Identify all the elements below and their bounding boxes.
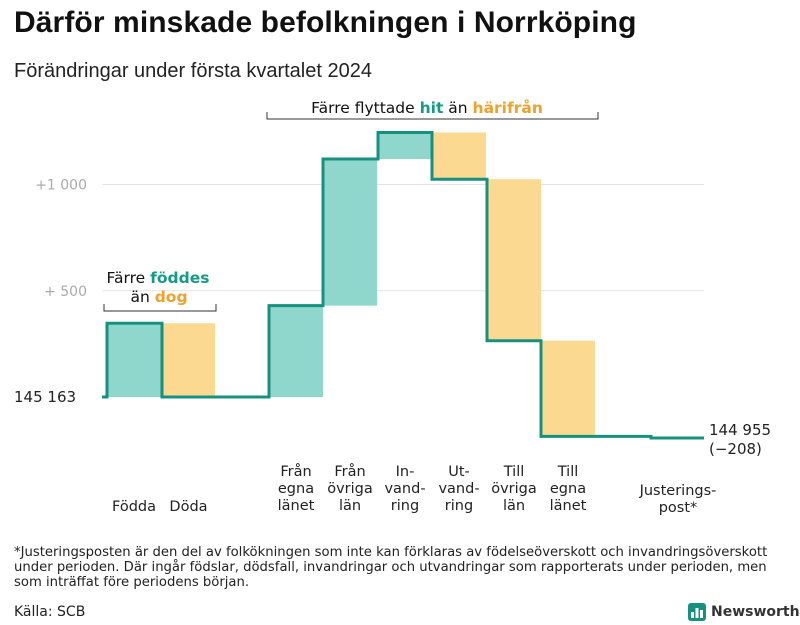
category-label-fran_egna: Från: [280, 463, 311, 480]
category-label-fodda: Födda: [112, 499, 156, 515]
category-label-till_egna: egna: [550, 481, 586, 497]
step-line: [102, 130, 704, 440]
footnote: *Justeringsposten är den del av folkökni…: [14, 545, 768, 590]
chart-title: Därför minskade befolkningen i Norrköpin…: [14, 6, 637, 39]
start-value-label: 145 163: [14, 388, 76, 406]
category-label-doda: Döda: [169, 499, 207, 515]
brand-logo[interactable]: Newsworthy: [688, 603, 800, 621]
step-line-path: [102, 130, 704, 440]
category-label-utvandring: ring: [445, 498, 473, 514]
bar-fodda: [107, 323, 161, 397]
bar-invandring: [378, 132, 432, 159]
category-label-invandring: vand-: [384, 481, 425, 497]
category-label-till_ovriga: Till: [503, 464, 525, 480]
bar-fran_ovriga: [323, 159, 377, 306]
bars: [107, 132, 595, 437]
annotation-migration-bracket: [266, 112, 599, 120]
category-label-utvandring: Ut-: [448, 464, 470, 480]
category-label-till_egna: Till: [557, 464, 579, 480]
category-label-fran_ovriga: övriga: [327, 481, 373, 497]
annotation-births-bracket: [103, 304, 217, 312]
category-label-invandring: ring: [391, 498, 419, 514]
bar-fran_egna: [269, 305, 323, 397]
bar-till_egna: [541, 340, 595, 437]
category-label-fran_egna: egna: [278, 481, 314, 497]
annotation-births-line1: Färre föddes: [107, 269, 210, 287]
category-label-invandring: In-: [396, 464, 415, 480]
bar-doda: [162, 323, 215, 397]
y-tick-label: +1 000: [35, 178, 87, 194]
category-label-utvandring: vand-: [438, 481, 479, 497]
category-label-till_ovriga: övriga: [491, 481, 537, 497]
labels: + 500 +1 000 145 163 144 955(−208) Födda Döda…: [14, 178, 771, 517]
category-label-justering: Justerings-: [639, 483, 717, 499]
category-label-fran_ovriga: län: [339, 498, 361, 514]
category-label-justering: post*: [659, 500, 698, 516]
category-label-till_egna: länet: [550, 498, 587, 514]
annotation-births-line2: än dog: [130, 288, 187, 306]
chart-subtitle: Förändringar under första kvartalet 2024: [14, 60, 372, 82]
bar-utvandring: [432, 132, 486, 180]
waterfall-chart: + 500 +1 000 145 163 144 955(−208) Födda Döda…: [14, 98, 771, 517]
category-label-fran_ovriga: Från: [334, 463, 365, 480]
end-value-label: 144 955: [709, 421, 771, 439]
y-tick-label: + 500: [44, 284, 87, 300]
brand-name: Newsworthy: [711, 604, 800, 620]
source-label: Källa: SCB: [14, 604, 86, 620]
category-label-fran_egna: länet: [278, 498, 315, 514]
category-label-till_ovriga: län: [503, 498, 525, 514]
end-change-label: (−208): [709, 440, 762, 458]
grid-lines: [102, 184, 704, 292]
bar-chart-logo-icon: [688, 603, 706, 621]
bar-till_ovriga: [487, 179, 541, 341]
annotation-migration-label: Färre flyttade hit än härifrån: [311, 98, 543, 117]
